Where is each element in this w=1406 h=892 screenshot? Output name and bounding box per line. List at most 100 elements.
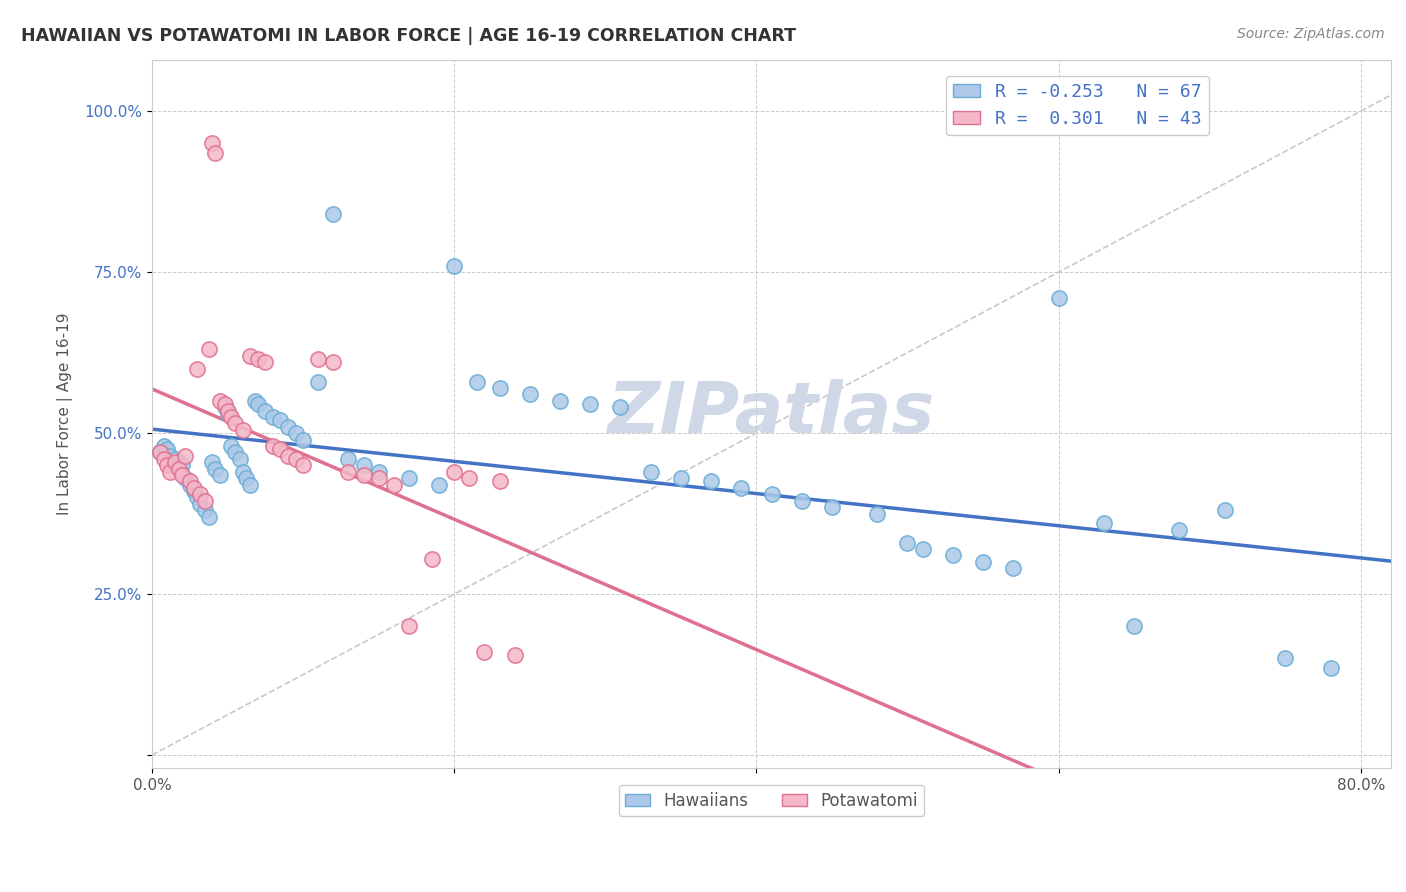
Point [700,475,723,489]
Point [519,387,541,401]
Point [337,451,360,466]
Point [246,352,269,367]
Point [190,497,212,511]
Point [307,352,329,367]
Point [232,423,254,437]
Point [398,619,420,633]
Point [1092,516,1115,531]
Point [214,401,236,415]
Point [243,393,266,408]
Point [208,393,231,408]
Point [821,500,844,515]
Point [427,477,450,491]
Point [174,449,197,463]
Point [1002,561,1025,575]
Point [214,397,236,411]
Point [204,461,226,475]
Point [201,136,224,151]
Point [198,343,221,357]
Point [172,458,194,473]
Point [277,419,299,434]
Point [219,439,242,453]
Point [730,481,752,495]
Point [254,355,277,369]
Text: ZIPatlas: ZIPatlas [607,379,935,449]
Point [163,451,186,466]
Point [579,397,602,411]
Point [159,449,181,463]
Point [235,471,257,485]
Point [761,487,783,501]
Point [174,471,197,485]
Point [443,465,465,479]
Point [284,451,307,466]
Point [322,207,344,221]
Text: HAWAIIAN VS POTAWATOMI IN LABOR FORCE | AGE 16-19 CORRELATION CHART: HAWAIIAN VS POTAWATOMI IN LABOR FORCE | … [21,27,796,45]
Point [163,455,186,469]
Point [790,493,813,508]
Point [148,445,170,459]
Point [1168,523,1191,537]
Point [911,541,934,556]
Point [153,439,176,453]
Point [239,349,262,363]
Text: Source: ZipAtlas.com: Source: ZipAtlas.com [1237,27,1385,41]
Point [224,417,246,431]
Point [183,484,205,499]
Point [942,549,965,563]
Point [179,475,201,489]
Point [367,465,389,479]
Point [284,426,307,441]
Point [262,409,284,424]
Point [277,449,299,463]
Point [190,487,212,501]
Point [148,445,170,459]
Point [159,465,181,479]
Point [474,645,496,659]
Point [228,451,250,466]
Point [194,503,217,517]
Point [353,467,375,482]
Point [246,397,269,411]
Point [232,465,254,479]
Point [217,407,239,421]
Point [669,471,692,485]
Point [337,465,360,479]
Point [217,403,239,417]
Point [172,467,194,482]
Point [488,475,510,489]
Point [488,381,510,395]
Point [1123,619,1146,633]
Point [208,467,231,482]
Point [292,458,315,473]
Point [186,361,208,376]
Point [167,455,190,469]
Point [201,455,224,469]
Point [465,375,488,389]
Point [183,481,205,495]
Point [640,465,662,479]
Point [153,451,176,466]
Point [896,535,918,549]
Point [548,393,571,408]
Point [398,471,420,485]
Point [367,471,389,485]
Point [1274,651,1296,665]
Point [443,259,465,273]
Point [269,442,291,457]
Point [1319,661,1341,675]
Point [186,491,208,505]
Point [353,458,375,473]
Point [307,375,329,389]
Point [1047,291,1070,305]
Point [972,555,994,569]
Point [167,461,190,475]
Point [1213,503,1236,517]
Point [219,409,242,424]
Point [204,145,226,160]
Point [198,509,221,524]
Point [458,471,481,485]
Point [382,477,405,491]
Point [503,648,526,663]
Point [194,493,217,508]
